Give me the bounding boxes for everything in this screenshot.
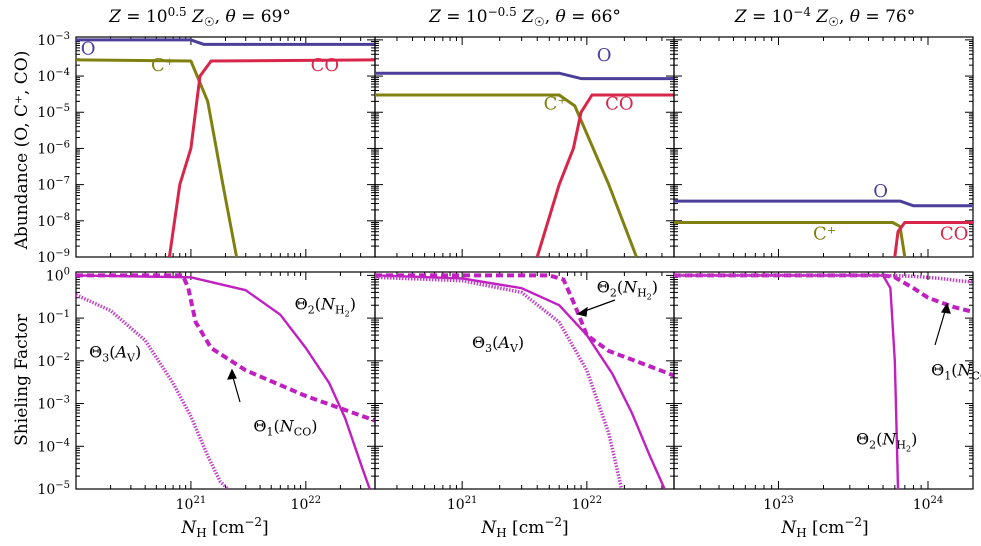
label-2NH2: Θ2(NH2) — [856, 430, 917, 454]
label-Cplus: C⁺ — [813, 224, 836, 245]
panel-bottom-left: 1021 1022 10−5 10−4 10−3 10−2 10−1 100 Θ2(NH2) Θ3… — [37, 266, 376, 513]
y-tick-label: 10−7 — [37, 176, 70, 194]
label-3AV: Θ3(AV) — [89, 342, 141, 364]
label-1NCO: Θ1(NCO) — [931, 361, 981, 383]
svg-text:NH [cm−2]: NH [cm−2] — [780, 515, 868, 540]
axis-ticks — [673, 37, 974, 258]
y-tick-label: 10−4 — [37, 437, 70, 455]
svg-text:NH [cm−2]: NH [cm−2] — [180, 515, 268, 540]
series-line-3AV — [674, 273, 973, 284]
y-axis-label-bottom: Shieling Factor — [12, 313, 32, 446]
axis-ticks — [75, 272, 376, 490]
series-line-C — [76, 58, 239, 257]
x-tick-label: 1021 — [447, 495, 478, 513]
x-tick-label: 1022 — [572, 495, 603, 513]
arrowhead-theta2-middle — [576, 306, 588, 317]
panel-top-left: 10−9 10−8 10−7 10−6 10−5 10−4 10−3 O C⁺ CO — [37, 31, 376, 266]
series-line-O — [76, 38, 375, 46]
y-axis-label-top: Abundance (O, C⁺, CO) — [12, 51, 32, 251]
series-line-2NH2 — [674, 274, 900, 489]
panel-top-middle: O C⁺ CO — [374, 36, 675, 258]
label-2NH2: Θ2(NH2) — [597, 277, 658, 301]
y-tick-label: 10−5 — [37, 480, 70, 498]
series-line-C — [375, 93, 638, 257]
axis-ticks — [374, 272, 675, 490]
arrowhead-theta1-left — [227, 368, 237, 380]
arrowhead-theta1-right — [940, 302, 951, 314]
svg-text:NH [cm−2]: NH [cm−2] — [480, 515, 568, 540]
y-tick-label: 10−2 — [37, 352, 70, 370]
label-CO: CO — [605, 93, 634, 114]
series-line-3AV — [76, 293, 230, 489]
label-1NCO: Θ1(NCO) — [253, 417, 317, 439]
series-line-2NH2 — [375, 274, 666, 489]
label-Cplus: C⁺ — [151, 55, 174, 76]
series-line-CO — [893, 221, 973, 257]
arrow-theta1-right — [934, 307, 947, 346]
x-tick-label: 1021 — [176, 495, 207, 513]
label-O: O — [81, 38, 96, 59]
annotation-arrows — [227, 299, 951, 403]
series-line-1NCO — [76, 273, 375, 423]
series-group — [674, 199, 973, 257]
series-line-O — [674, 199, 973, 208]
y-tick-label: 10−1 — [37, 309, 70, 327]
series-group — [674, 273, 973, 489]
y-tick-label: 10−3 — [37, 31, 70, 49]
series-group — [76, 38, 375, 257]
series-group — [375, 273, 674, 489]
title-panel-3: Z = 10−4 Z☉, θ = 76° — [734, 5, 915, 29]
x-tick-label: 1023 — [763, 495, 794, 513]
y-tick-label: 10−9 — [37, 248, 70, 266]
label-O: O — [597, 45, 612, 66]
series-line-3AV — [375, 275, 624, 489]
series-group — [76, 273, 375, 489]
panel-bottom-middle: 1021 1022 Θ2(NH2) Θ3(AV) — [374, 271, 675, 513]
series-line-1NCO — [375, 273, 674, 378]
panel-top-right: O C⁺ CO — [673, 36, 974, 258]
series-line-C — [674, 221, 907, 257]
x-tick-label: 1022 — [291, 495, 322, 513]
series-group — [375, 71, 674, 257]
plot-frame — [673, 271, 974, 490]
label-CO: CO — [940, 224, 969, 245]
plot-frame — [374, 271, 675, 490]
x-axis-label-1: NH [cm−2] — [180, 515, 268, 540]
y-tick-label: 10−6 — [37, 139, 70, 157]
label-3AV: Θ3(AV) — [472, 333, 524, 355]
y-tick-label: 10−4 — [37, 67, 70, 85]
y-tick-label: 10−8 — [37, 212, 70, 230]
x-tick-label: 1024 — [913, 495, 944, 513]
series-line-1NCO — [674, 273, 973, 314]
x-axis-label-3: NH [cm−2] — [780, 515, 868, 540]
x-axis-label-2: NH [cm−2] — [480, 515, 568, 540]
series-line-2NH2 — [76, 274, 371, 489]
series-line-CO — [167, 58, 375, 257]
axis-ticks — [673, 272, 974, 490]
label-2NH2: Θ2(NH2) — [295, 294, 356, 318]
axis-ticks — [374, 37, 675, 258]
label-CO: CO — [311, 55, 340, 76]
series-line-O — [375, 71, 674, 81]
arrow-theta2-middle — [581, 299, 616, 313]
title-panel-1: Z = 100.5 Z☉, θ = 69° — [108, 5, 291, 29]
title-panel-2: Z = 10−0.5 Z☉, θ = 66° — [428, 5, 621, 29]
y-tick-label: 10−3 — [37, 395, 70, 413]
y-tick-label: 100 — [46, 266, 70, 284]
panel-bottom-right: 1023 1024 Θ1(NCO) Θ2(NH2) — [673, 271, 981, 513]
label-Cplus: C⁺ — [544, 93, 567, 114]
y-tick-label: 10−5 — [37, 103, 70, 121]
label-O: O — [873, 181, 888, 202]
plot-frame — [374, 36, 675, 258]
series-line-CO — [535, 93, 674, 257]
